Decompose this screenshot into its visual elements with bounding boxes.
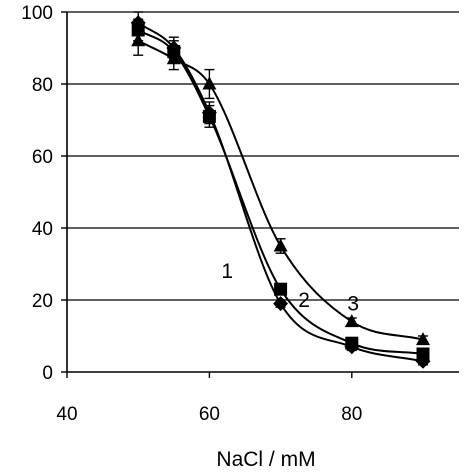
axes <box>61 11 459 378</box>
data-markers <box>130 15 431 369</box>
y-tick-label: 40 <box>32 219 53 240</box>
square-marker <box>202 109 216 123</box>
gridlines <box>67 11 459 301</box>
y-tick-label: 80 <box>32 75 53 96</box>
tick-labels: 0 20 40 60 80 100 40 60 80 <box>21 3 362 425</box>
square-marker <box>416 347 430 361</box>
curve-labels: 1 2 3 <box>221 260 359 315</box>
triangle-marker <box>416 332 430 346</box>
triangle-marker <box>166 51 181 65</box>
square-marker <box>345 336 359 350</box>
x-tick-label: 40 <box>56 404 77 425</box>
curve-label-1: 1 <box>221 260 233 283</box>
y-tick-label: 100 <box>21 3 53 24</box>
x-axis-title: NaCl / mM <box>216 448 315 471</box>
triangle-marker <box>344 314 359 328</box>
square-marker <box>131 23 145 37</box>
triangle-marker <box>202 76 217 90</box>
x-tick-label: 80 <box>341 404 362 425</box>
square-marker <box>274 282 288 296</box>
curve-label-3: 3 <box>347 293 359 316</box>
diamond-marker <box>273 296 289 312</box>
curve-label-2: 2 <box>298 289 310 312</box>
x-tick-label: 60 <box>199 404 220 425</box>
y-tick-label: 0 <box>42 363 53 384</box>
y-tick-label: 60 <box>32 147 53 168</box>
error-bars <box>133 11 428 366</box>
triangle-marker <box>131 33 146 47</box>
triangle-marker <box>273 238 288 252</box>
y-tick-label: 20 <box>32 291 53 312</box>
